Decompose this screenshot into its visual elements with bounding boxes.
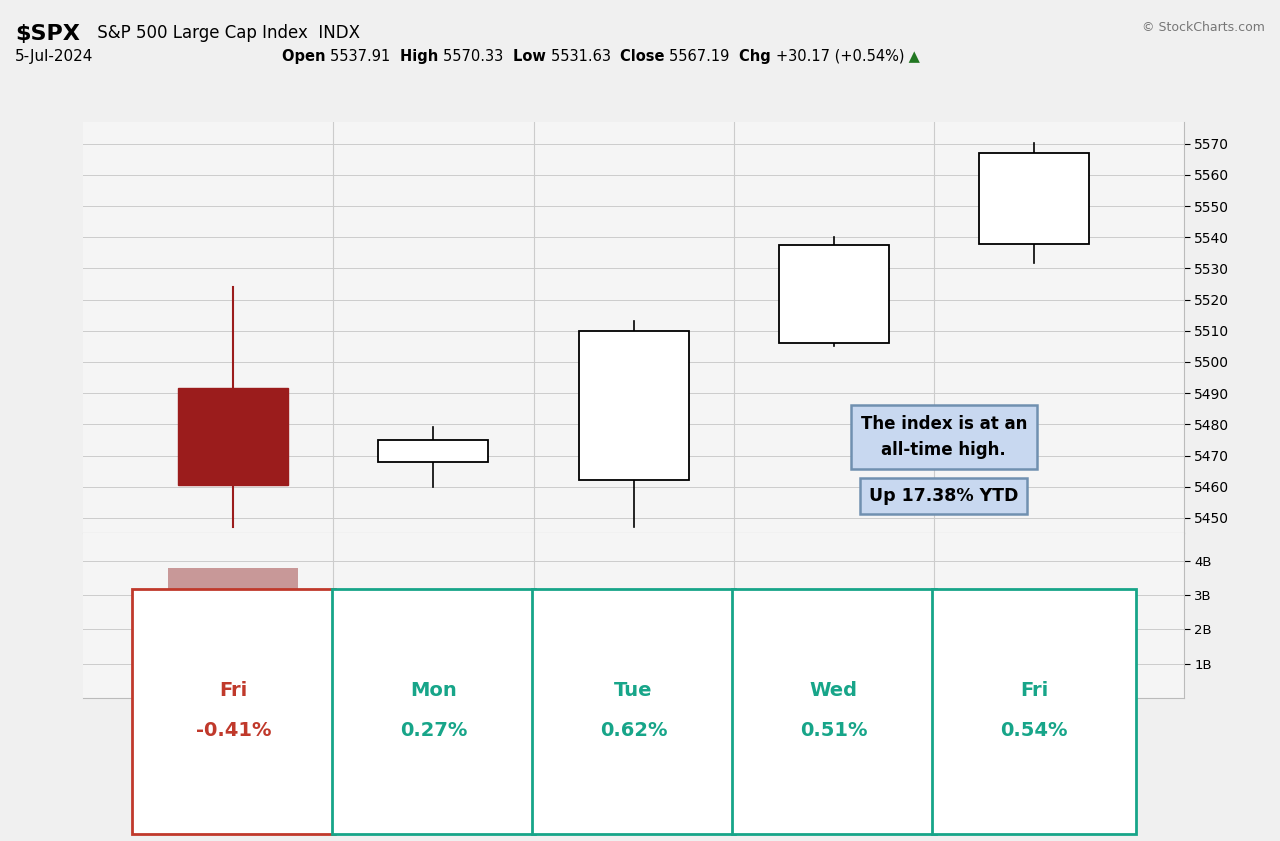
Text: Fri: Fri bbox=[1020, 681, 1048, 701]
Text: Tue: Tue bbox=[614, 681, 653, 701]
Text: 0.62%: 0.62% bbox=[600, 721, 667, 740]
Bar bbox=[579, 331, 689, 480]
Text: High: High bbox=[399, 49, 443, 64]
Bar bbox=[778, 245, 888, 343]
Text: Mon: Mon bbox=[410, 681, 457, 701]
Text: 5-Jul-2024: 5-Jul-2024 bbox=[15, 49, 93, 64]
Text: +30.17 (+0.54%): +30.17 (+0.54%) bbox=[776, 49, 905, 64]
Text: $SPX: $SPX bbox=[15, 24, 81, 44]
Bar bbox=[168, 568, 298, 698]
Text: Low: Low bbox=[512, 49, 550, 64]
Bar bbox=[969, 650, 1100, 698]
Text: -0.41%: -0.41% bbox=[196, 721, 271, 740]
Text: Up 17.38% YTD: Up 17.38% YTD bbox=[869, 487, 1019, 505]
Bar bbox=[369, 657, 498, 698]
Text: Close: Close bbox=[620, 49, 669, 64]
Text: ▲: ▲ bbox=[905, 49, 920, 64]
Text: © StockCharts.com: © StockCharts.com bbox=[1142, 21, 1265, 34]
Text: The index is at an
all-time high.: The index is at an all-time high. bbox=[860, 415, 1027, 459]
Bar bbox=[379, 440, 489, 462]
Text: 0.54%: 0.54% bbox=[1000, 721, 1068, 740]
Text: Chg: Chg bbox=[739, 49, 776, 64]
Text: 5537.91: 5537.91 bbox=[330, 49, 399, 64]
Text: 0.51%: 0.51% bbox=[800, 721, 868, 740]
Bar bbox=[979, 152, 1089, 244]
Text: 5531.63: 5531.63 bbox=[550, 49, 620, 64]
Bar bbox=[769, 653, 899, 698]
Text: S&P 500 Large Cap Index  INDX: S&P 500 Large Cap Index INDX bbox=[92, 24, 360, 41]
Text: Open: Open bbox=[282, 49, 330, 64]
Bar bbox=[178, 389, 288, 485]
Text: 0.27%: 0.27% bbox=[399, 721, 467, 740]
Bar bbox=[568, 647, 699, 698]
Text: 5567.19: 5567.19 bbox=[669, 49, 739, 64]
Text: 5570.33: 5570.33 bbox=[443, 49, 512, 64]
Text: Fri: Fri bbox=[219, 681, 247, 701]
Text: Wed: Wed bbox=[810, 681, 858, 701]
